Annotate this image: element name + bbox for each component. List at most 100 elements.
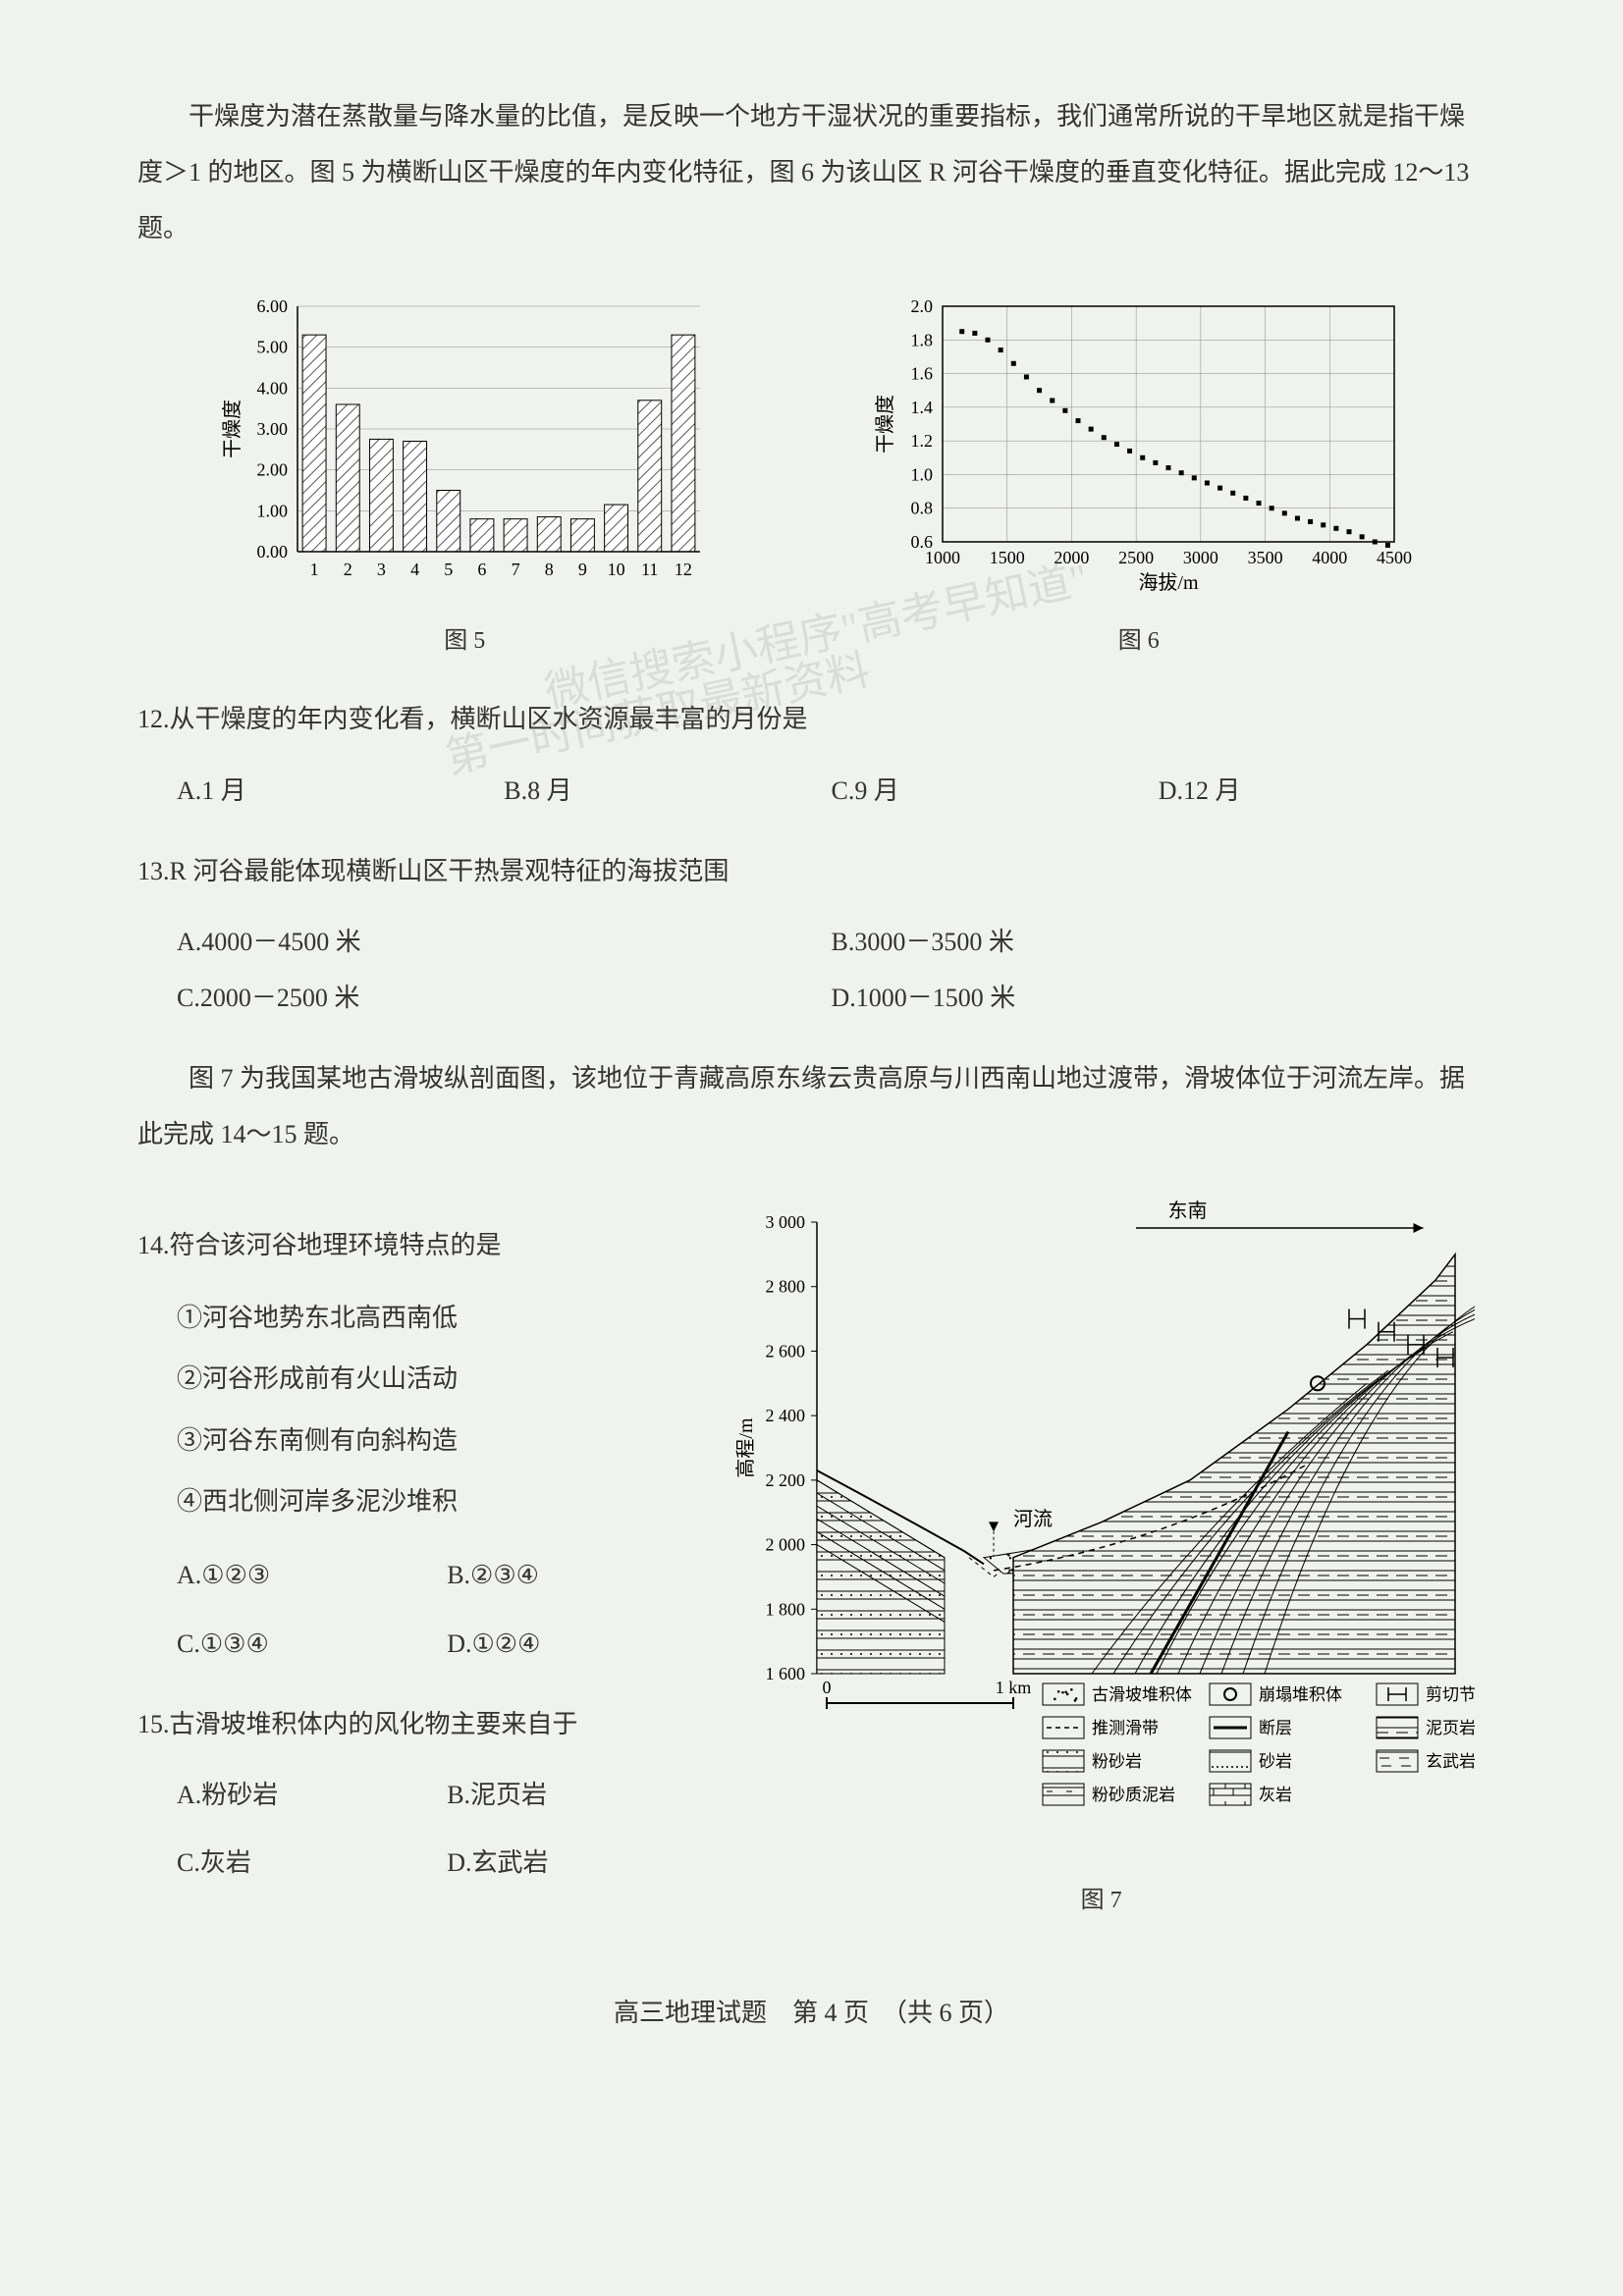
q12-a: A.1 月 (177, 763, 504, 819)
q14-c: C.①③④ (177, 1616, 447, 1672)
svg-text:1.8: 1.8 (910, 330, 933, 349)
chart5-block: 0.001.002.003.004.005.006.00123456789101… (209, 287, 720, 667)
chart5-svg: 0.001.002.003.004.005.006.00123456789101… (209, 287, 720, 601)
svg-text:3.00: 3.00 (257, 419, 289, 439)
svg-text:9: 9 (578, 560, 587, 579)
svg-text:灰岩: 灰岩 (1259, 1786, 1292, 1804)
svg-text:5: 5 (445, 560, 454, 579)
svg-text:1 800: 1 800 (765, 1599, 805, 1619)
q12-stem: 12.从干燥度的年内变化看，横断山区水资源最丰富的月份是 (137, 691, 1486, 747)
svg-text:1 600: 1 600 (765, 1664, 805, 1683)
svg-text:6: 6 (478, 560, 487, 579)
chart6-svg: 0.60.81.01.21.41.61.82.01000150020002500… (864, 287, 1414, 601)
svg-text:6.00: 6.00 (257, 296, 289, 316)
svg-text:3000: 3000 (1183, 548, 1218, 567)
q15-d: D.玄武岩 (447, 1835, 717, 1891)
svg-text:11: 11 (641, 560, 658, 579)
q13-options: A.4000－4500 米 B.3000－3500 米 C.2000－2500 … (177, 914, 1486, 1026)
q12-c: C.9 月 (832, 763, 1159, 819)
svg-text:粉砂质泥岩: 粉砂质泥岩 (1092, 1786, 1175, 1804)
svg-text:2500: 2500 (1118, 548, 1154, 567)
svg-text:2 200: 2 200 (765, 1470, 805, 1490)
svg-text:2000: 2000 (1054, 548, 1089, 567)
q13-stem: 13.R 河谷最能体现横断山区干热景观特征的海拔范围 (137, 843, 1486, 899)
svg-text:1.6: 1.6 (910, 363, 933, 383)
svg-text:1.2: 1.2 (910, 431, 933, 451)
svg-text:1000: 1000 (925, 548, 960, 567)
svg-text:海拔/m: 海拔/m (1138, 571, 1199, 594)
q14-row1: A.①②③ B.②③④ (177, 1547, 717, 1603)
svg-text:7: 7 (512, 560, 520, 579)
q12-options: A.1 月 B.8 月 C.9 月 D.12 月 (177, 763, 1486, 819)
charts-row: 0.001.002.003.004.005.006.00123456789101… (137, 287, 1486, 667)
svg-text:12: 12 (675, 560, 692, 579)
page-footer: 高三地理试题 第 4 页 （共 6 页） (137, 1985, 1486, 2041)
svg-text:4500: 4500 (1377, 548, 1412, 567)
svg-text:干燥度: 干燥度 (874, 395, 896, 454)
q14-row2: C.①③④ D.①②④ (177, 1616, 717, 1672)
q14-i4: ④西北侧河岸多泥沙堆积 (177, 1471, 717, 1532)
svg-text:1: 1 (310, 560, 319, 579)
svg-text:0.00: 0.00 (257, 542, 289, 561)
q15-row1: A.粉砂岩 B.泥页岩 (177, 1767, 717, 1823)
svg-text:3 000: 3 000 (765, 1212, 805, 1232)
svg-text:崩塌堆积体: 崩塌堆积体 (1259, 1685, 1342, 1704)
svg-text:砂岩: 砂岩 (1259, 1752, 1292, 1771)
svg-text:断层: 断层 (1259, 1719, 1292, 1737)
q15-b: B.泥页岩 (447, 1767, 717, 1823)
svg-text:泥页岩: 泥页岩 (1426, 1719, 1475, 1737)
svg-text:10: 10 (608, 560, 625, 579)
right-column: 1 6001 8002 0002 2002 4002 6002 8003 000… (717, 1193, 1486, 1927)
svg-text:3500: 3500 (1247, 548, 1282, 567)
svg-text:1500: 1500 (989, 548, 1024, 567)
svg-text:4000: 4000 (1312, 548, 1347, 567)
svg-text:8: 8 (545, 560, 554, 579)
left-column: 14.符合该河谷地理环境特点的是 ①河谷地势东北高西南低 ②河谷形成前有火山活动… (137, 1193, 717, 1927)
svg-text:高程/m: 高程/m (734, 1417, 757, 1478)
chart6-caption: 图 6 (1118, 615, 1160, 667)
svg-text:4.00: 4.00 (257, 378, 289, 398)
q13-c: C.2000－2500 米 (177, 970, 832, 1026)
svg-text:1 km: 1 km (995, 1678, 1031, 1697)
svg-text:干燥度: 干燥度 (221, 400, 243, 458)
svg-text:推测滑带: 推测滑带 (1092, 1719, 1159, 1737)
svg-text:2 000: 2 000 (765, 1534, 805, 1554)
svg-text:0.8: 0.8 (910, 498, 933, 517)
q13-d: D.1000－1500 米 (832, 970, 1487, 1026)
svg-text:5.00: 5.00 (257, 337, 289, 356)
q14-d: D.①②④ (447, 1616, 717, 1672)
q13-b: B.3000－3500 米 (832, 914, 1487, 970)
q14-i1: ①河谷地势东北高西南低 (177, 1288, 717, 1349)
q15-a: A.粉砂岩 (177, 1767, 447, 1823)
svg-text:剪切节理: 剪切节理 (1426, 1685, 1475, 1704)
svg-text:河流: 河流 (1013, 1508, 1053, 1530)
svg-text:2: 2 (344, 560, 352, 579)
svg-text:2.00: 2.00 (257, 459, 289, 479)
fig7-caption: 图 7 (1081, 1875, 1122, 1927)
q15-stem: 15.古滑坡堆积体内的风化物主要来自于 (137, 1696, 717, 1752)
svg-text:2.0: 2.0 (910, 296, 933, 316)
svg-text:4: 4 (410, 560, 419, 579)
chart5-caption: 图 5 (444, 615, 485, 667)
svg-text:2 600: 2 600 (765, 1341, 805, 1361)
intro-paragraph: 干燥度为潜在蒸散量与降水量的比值，是反映一个地方干湿状况的重要指标，我们通常所说… (137, 88, 1486, 257)
q14-a: A.①②③ (177, 1547, 447, 1603)
q12-d: D.12 月 (1159, 763, 1486, 819)
intro2-paragraph: 图 7 为我国某地古滑坡纵剖面图，该地位于青藏高原东缘云贵高原与川西南山地过渡带… (137, 1050, 1486, 1162)
q14-items: ①河谷地势东北高西南低 ②河谷形成前有火山活动 ③河谷东南侧有向斜构造 ④西北侧… (177, 1288, 717, 1533)
fig7-svg: 1 6001 8002 0002 2002 4002 6002 8003 000… (729, 1193, 1475, 1860)
chart6-block: 0.60.81.01.21.41.61.82.01000150020002500… (864, 287, 1414, 667)
q14-i3: ③河谷东南侧有向斜构造 (177, 1411, 717, 1471)
svg-text:2 400: 2 400 (765, 1406, 805, 1425)
q15-row2: C.灰岩 D.玄武岩 (177, 1835, 717, 1891)
svg-text:古滑坡堆积体: 古滑坡堆积体 (1092, 1685, 1192, 1704)
q12-b: B.8 月 (504, 763, 831, 819)
q15-c: C.灰岩 (177, 1835, 447, 1891)
q14-i2: ②河谷形成前有火山活动 (177, 1349, 717, 1410)
q14-fig7-block: 14.符合该河谷地理环境特点的是 ①河谷地势东北高西南低 ②河谷形成前有火山活动… (137, 1193, 1486, 1927)
q13-a: A.4000－4500 米 (177, 914, 832, 970)
svg-text:1.0: 1.0 (910, 464, 933, 484)
svg-text:0: 0 (822, 1678, 831, 1697)
svg-text:1.00: 1.00 (257, 501, 289, 520)
svg-text:3: 3 (377, 560, 386, 579)
